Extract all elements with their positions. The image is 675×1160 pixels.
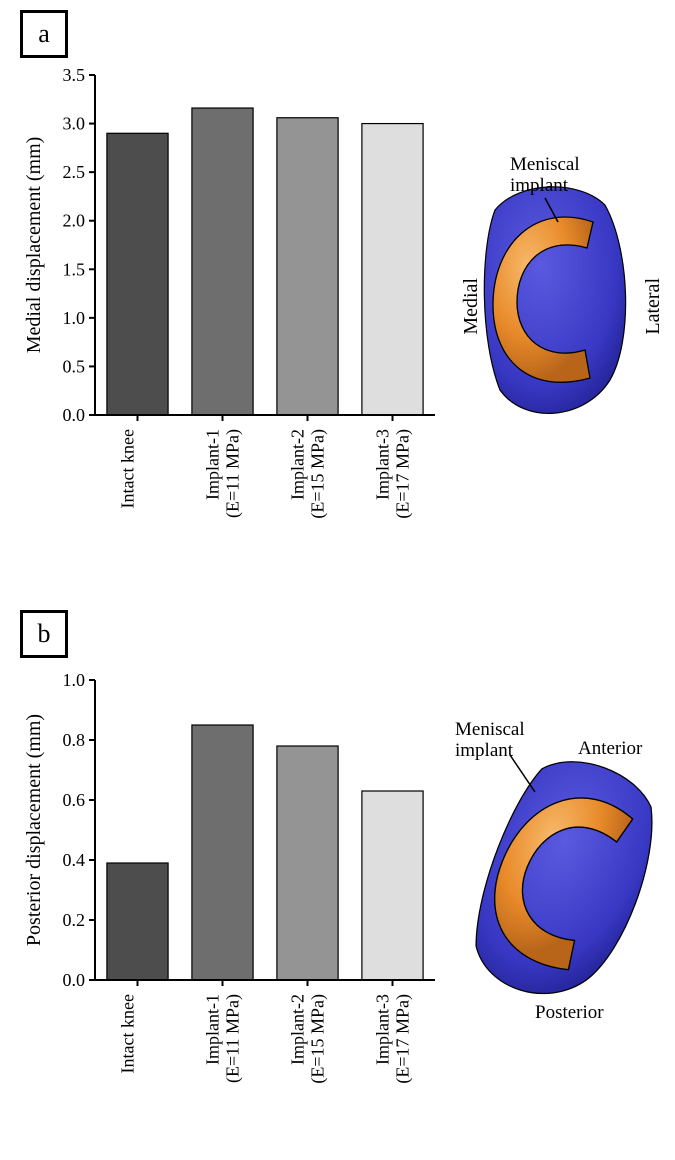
svg-text:(E=11 MPa): (E=11 MPa) (223, 429, 244, 518)
svg-text:Posterior displacement (mm): Posterior displacement (mm) (23, 714, 45, 946)
svg-text:(E=11 MPa): (E=11 MPa) (223, 994, 244, 1083)
chart-b: 0.00.20.40.60.81.0Intact kneeImplant-1(E… (0, 600, 460, 1160)
svg-text:Intact knee: Intact knee (118, 429, 138, 508)
svg-text:Implant-2: Implant-2 (288, 429, 308, 500)
svg-text:1.0: 1.0 (63, 308, 86, 328)
svg-text:2.5: 2.5 (63, 162, 86, 182)
chart-a: 0.0 0.5 1.0 1.5 2.0 2.5 3.0 3.5 Intact knee Impla… (0, 0, 460, 580)
svg-text:(E=17 MPa): (E=17 MPa) (393, 994, 414, 1084)
svg-text:1.0: 1.0 (63, 670, 86, 690)
svg-text:(E=15 MPa): (E=15 MPa) (308, 429, 329, 519)
svg-text:(E=15 MPa): (E=15 MPa) (308, 994, 329, 1084)
implant-label-b-text: Meniscal implant (455, 719, 525, 761)
posterior-label-text: Posterior (535, 1002, 604, 1023)
svg-text:3.5: 3.5 (63, 65, 86, 85)
lateral-label-text: Lateral (642, 278, 664, 335)
svg-text:0.8: 0.8 (63, 730, 86, 750)
svg-text:0.0: 0.0 (63, 970, 86, 990)
medial-label-text: Medial (460, 278, 482, 335)
lateral-label: Lateral (642, 278, 665, 335)
svg-text:Intact knee: Intact knee (118, 994, 138, 1073)
posterior-label: Posterior (535, 1002, 604, 1024)
svg-text:0.6: 0.6 (63, 790, 86, 810)
svg-text:(E=17 MPa): (E=17 MPa) (393, 429, 414, 519)
implant-label-a: Meniscal implant (510, 155, 580, 197)
svg-text:Medial displacement (mm): Medial displacement (mm) (23, 137, 45, 354)
figure-container: a 0.00.51.01.52.02.53.03.5Intact kneeImp… (0, 0, 675, 1151)
svg-text:Implant-1: Implant-1 (203, 994, 223, 1065)
svg-text:2.0: 2.0 (63, 211, 86, 231)
svg-text:Implant-1: Implant-1 (203, 429, 223, 500)
implant-label-b: Meniscal implant (455, 720, 525, 762)
svg-text:0.4: 0.4 (63, 850, 86, 870)
svg-text:0.5: 0.5 (63, 356, 86, 376)
anterior-label: Anterior (578, 738, 642, 760)
svg-text:0.2: 0.2 (63, 910, 86, 930)
implant-label-a-text: Meniscal implant (510, 154, 580, 196)
svg-text:0.0: 0.0 (63, 405, 86, 425)
svg-text:3.0: 3.0 (63, 114, 86, 134)
svg-text:Implant-3: Implant-3 (373, 429, 393, 500)
illustration-b (455, 720, 675, 1040)
svg-text:Implant-3: Implant-3 (373, 994, 393, 1065)
anterior-label-text: Anterior (578, 738, 642, 759)
medial-label: Medial (460, 278, 483, 335)
svg-text:Implant-2: Implant-2 (288, 994, 308, 1065)
svg-text:1.5: 1.5 (63, 259, 86, 279)
